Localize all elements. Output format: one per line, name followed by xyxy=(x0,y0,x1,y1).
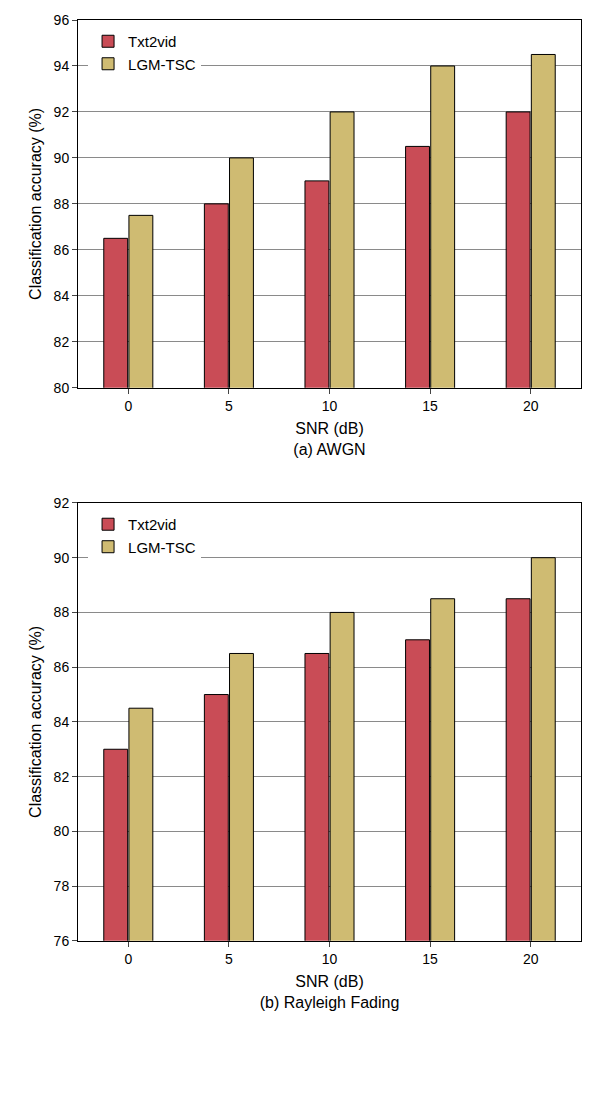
svg-text:76: 76 xyxy=(54,933,70,949)
svg-text:90: 90 xyxy=(54,150,70,166)
svg-text:10: 10 xyxy=(322,951,338,967)
svg-text:82: 82 xyxy=(54,334,70,350)
svg-text:5: 5 xyxy=(225,398,233,414)
svg-text:SNR (dB)(b) Rayleigh Fading: SNR (dB)(b) Rayleigh Fading xyxy=(260,973,400,1011)
svg-text:92: 92 xyxy=(54,495,70,511)
svg-text:20: 20 xyxy=(523,951,539,967)
svg-text:88: 88 xyxy=(54,196,70,212)
svg-text:86: 86 xyxy=(54,659,70,675)
svg-text:Txt2vid: Txt2vid xyxy=(128,33,176,50)
svg-text:LGM-TSC: LGM-TSC xyxy=(128,539,196,556)
svg-text:Txt2vid: Txt2vid xyxy=(128,516,176,533)
svg-text:86: 86 xyxy=(54,242,70,258)
svg-text:78: 78 xyxy=(54,878,70,894)
svg-text:LGM-TSC: LGM-TSC xyxy=(128,56,196,73)
svg-text:94: 94 xyxy=(54,58,70,74)
svg-text:96: 96 xyxy=(54,12,70,28)
svg-text:84: 84 xyxy=(54,288,70,304)
svg-text:20: 20 xyxy=(523,398,539,414)
svg-text:88: 88 xyxy=(54,604,70,620)
svg-text:15: 15 xyxy=(422,951,438,967)
svg-text:15: 15 xyxy=(422,398,438,414)
svg-text:92: 92 xyxy=(54,104,70,120)
svg-text:5: 5 xyxy=(225,951,233,967)
svg-text:Classification accuracy (%): Classification accuracy (%) xyxy=(27,108,44,300)
svg-text:10: 10 xyxy=(322,398,338,414)
svg-text:SNR (dB)(a) AWGN: SNR (dB)(a) AWGN xyxy=(293,420,365,458)
svg-text:0: 0 xyxy=(124,951,132,967)
svg-text:80: 80 xyxy=(54,380,70,396)
svg-text:90: 90 xyxy=(54,550,70,566)
svg-text:84: 84 xyxy=(54,714,70,730)
svg-text:0: 0 xyxy=(124,398,132,414)
svg-text:Classification accuracy (%): Classification accuracy (%) xyxy=(27,626,44,818)
svg-text:82: 82 xyxy=(54,769,70,785)
svg-text:80: 80 xyxy=(54,823,70,839)
